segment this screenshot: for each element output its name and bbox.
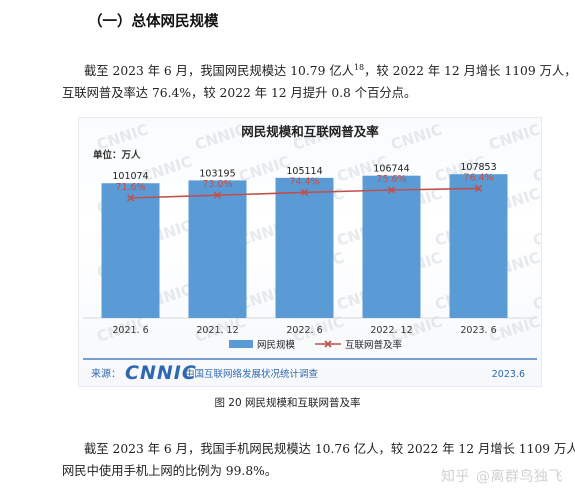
mobile-paragraph: 截至 2023 年 6 月，我国手机网民规模达 10.76 亿人，较 2022 …	[62, 438, 575, 482]
legend-bar-label: 网民规模	[257, 339, 296, 351]
chart-title: 网民规模和互联网普及率	[241, 124, 379, 139]
zhihu-brand: 知乎	[441, 469, 470, 485]
cnnic-logo: CNNIC	[125, 362, 197, 384]
bars-layer	[101, 174, 508, 318]
rate-label-4: 76.4%	[463, 172, 493, 183]
rate-label-2: 74.4%	[289, 176, 319, 187]
footnote-marker[interactable]: 18	[353, 62, 365, 72]
cnnic-watermark-text: CNNIC	[389, 120, 445, 153]
rate-label-0: 71.6%	[115, 182, 145, 193]
zhihu-author: @离群鸟独飞	[476, 469, 563, 485]
source-org: 中国互联网络发展状况统计调查	[185, 368, 319, 380]
bar-4	[449, 174, 508, 318]
bar-0	[101, 183, 160, 318]
x-tick-4: 2023. 6	[460, 325, 496, 336]
rate-marker-2	[300, 188, 309, 196]
bar-value-label-2: 105114	[286, 166, 322, 177]
intro-line-2: 互联网普及率达 76.4%，较 2022 年 12 月提升 0.8 个百分点。	[62, 86, 417, 100]
chart-container: CNNIC CNNIC CNNIC CNNIC CNNIC CNNIC CNNIC CNNIC…	[78, 117, 542, 387]
intro-line-1-text: 截至 2023 年 6 月，我国网民规模达 10.79 亿人	[84, 64, 354, 78]
bar-value-label-1: 103195	[199, 168, 235, 179]
intro-paragraph: 截至 2023 年 6 月，我国网民规模达 10.79 亿人18，较 2022 …	[62, 60, 575, 104]
legend: 网民规模 互联网普及率	[229, 339, 403, 351]
rate-label-1: 73.0%	[202, 179, 232, 190]
x-tick-1: 2021. 12	[196, 325, 238, 336]
mobile-line-1: 截至 2023 年 6 月，我国手机网民规模达 10.76 亿人，较 2022 …	[84, 442, 575, 456]
line-layer	[126, 184, 483, 202]
x-tick-0: 2021. 6	[112, 325, 148, 336]
cnnic-watermark-text: CNNIC	[487, 120, 541, 153]
chart-unit-label: 单位：万人	[93, 149, 141, 161]
rate-marker-0	[126, 194, 135, 202]
x-tick-3: 2022. 12	[370, 325, 412, 336]
bar-1	[188, 180, 247, 318]
rate-marker-4	[474, 184, 483, 192]
rate-marker-1	[213, 191, 222, 199]
legend-line-label: 互联网普及率	[345, 339, 403, 351]
labels-layer: 10107471.6%10319573.0%10511474.4%1067447…	[112, 162, 496, 193]
legend-bar-swatch	[229, 340, 253, 348]
x-tick-2: 2022. 6	[286, 325, 322, 336]
bar-2	[275, 177, 334, 318]
section-heading: （一）总体网民规模	[88, 14, 219, 30]
bar-value-label-4: 107853	[460, 162, 496, 173]
cnnic-watermark-text: CNNIC	[531, 280, 541, 313]
source-date: 2023.6	[492, 369, 525, 380]
intro-line-1: 截至 2023 年 6 月，我国网民规模达 10.79 亿人18，较 2022 …	[62, 60, 575, 82]
rate-label-3: 75.6%	[376, 174, 406, 185]
intro-line-1-rest: ，较 2022 年 12 月增长 1109 万人，	[364, 64, 575, 78]
bar-value-label-3: 106744	[373, 164, 409, 175]
source-label: 来源：	[91, 367, 121, 380]
figure-caption: 图 20 网民规模和互联网普及率	[214, 397, 361, 409]
bar-value-label-0: 101074	[112, 171, 148, 182]
zhihu-watermark: 知乎 @离群鸟独飞	[441, 466, 563, 486]
rate-marker-3	[387, 186, 396, 194]
cnnic-watermark-text: CNNIC	[193, 120, 249, 153]
x-tick-labels: 2021. 6 2021. 12 2022. 6 2022. 12 2023. 6	[112, 325, 496, 336]
cnnic-watermark-text: CNNIC	[95, 120, 151, 153]
bar-3	[362, 175, 421, 318]
legend-marker-b	[324, 340, 332, 348]
mobile-line-2: 网民中使用手机上网的比例为 99.8%。	[62, 464, 278, 478]
cnnic-watermark-text: CNNIC	[531, 216, 541, 249]
cnnic-watermark-text: CNNIC	[531, 152, 541, 185]
